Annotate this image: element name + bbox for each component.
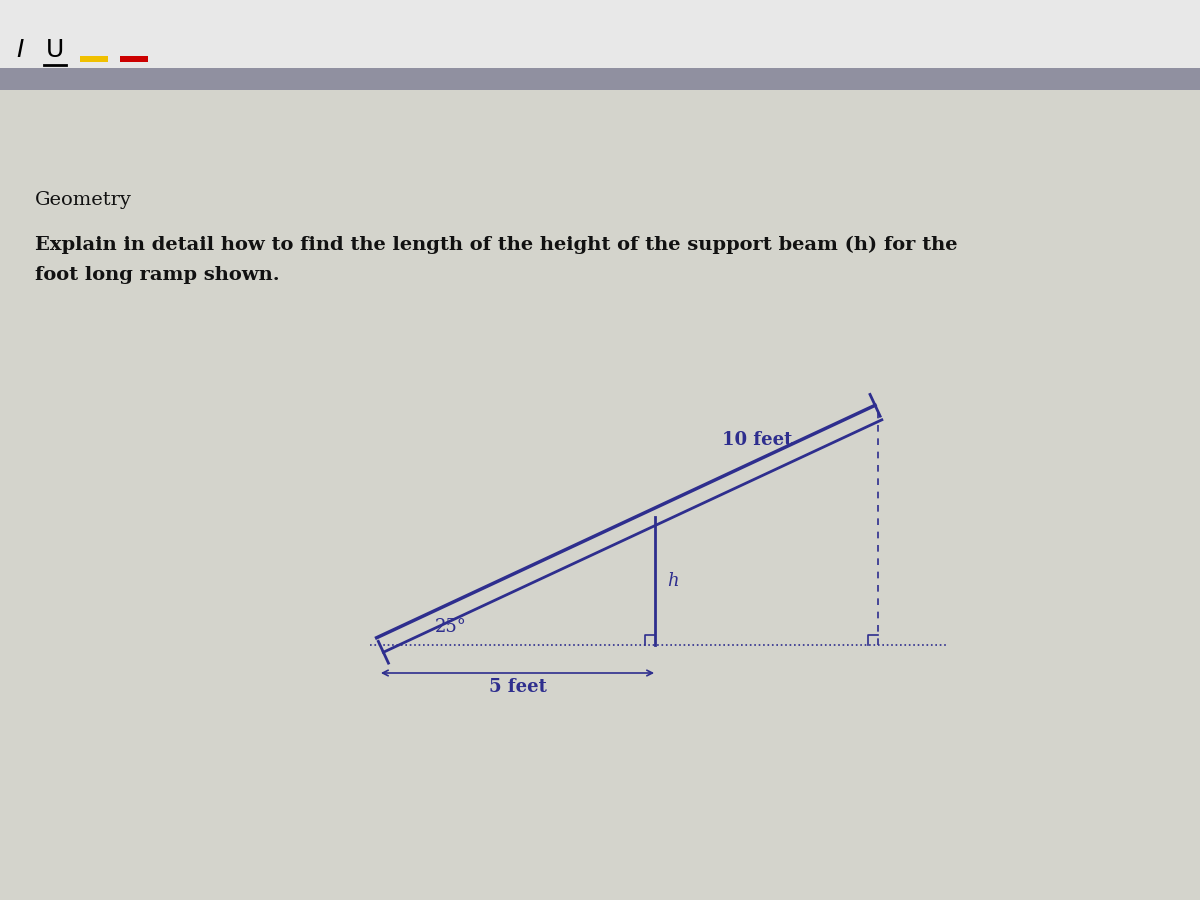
Text: Geometry: Geometry (35, 191, 132, 209)
Text: foot long ramp shown.: foot long ramp shown. (35, 266, 280, 284)
Text: 5 feet: 5 feet (488, 678, 546, 696)
FancyBboxPatch shape (0, 68, 1200, 90)
Text: Explain in detail how to find the length of the height of the support beam (h) f: Explain in detail how to find the length… (35, 236, 958, 254)
Text: U: U (46, 38, 64, 62)
FancyBboxPatch shape (120, 56, 148, 62)
Text: 10 feet: 10 feet (722, 431, 793, 449)
FancyBboxPatch shape (0, 0, 1200, 70)
FancyBboxPatch shape (80, 56, 108, 62)
Text: 25°: 25° (436, 618, 467, 636)
Text: h: h (667, 572, 679, 590)
FancyBboxPatch shape (0, 90, 1200, 900)
Text: I: I (17, 38, 24, 62)
